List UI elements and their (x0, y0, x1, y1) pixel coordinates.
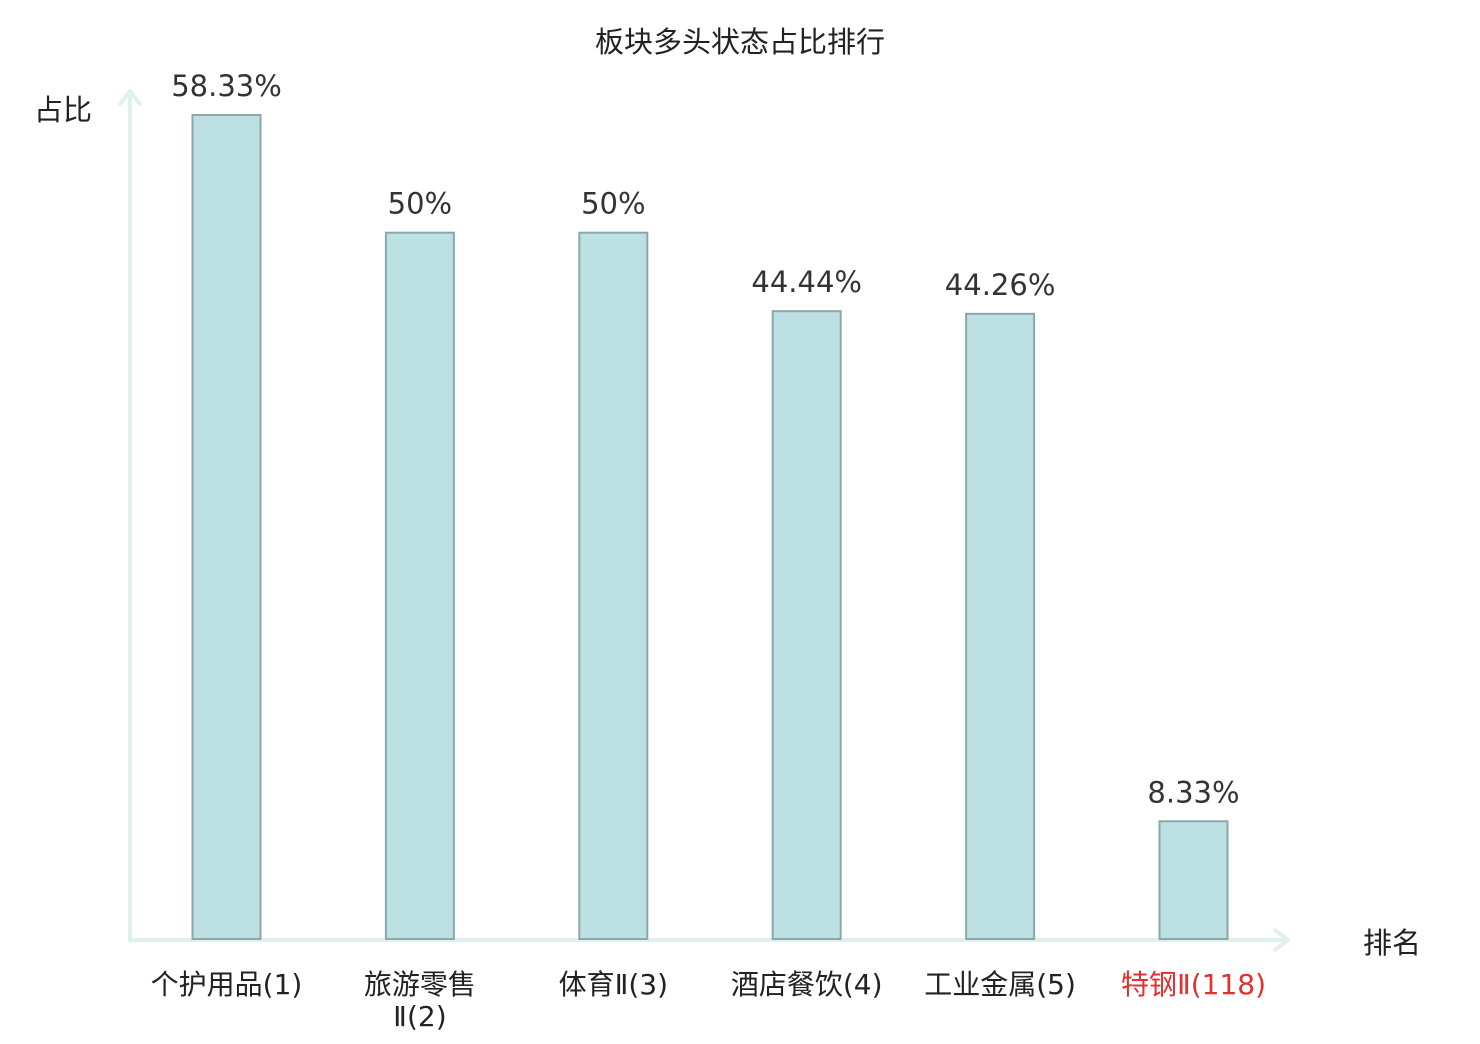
category-label: 特钢Ⅱ(118) (1121, 968, 1266, 1001)
category-label: 工业金属(5) (924, 968, 1076, 1001)
chart-title: 板块多头状态占比排行 (595, 25, 885, 59)
bar (191, 114, 262, 940)
axes (118, 89, 1290, 952)
bar (965, 312, 1036, 940)
value-label: 50% (388, 187, 452, 221)
y-axis-label: 占比 (34, 93, 92, 127)
x-axis-arrow (1273, 928, 1290, 952)
category-label: 个护用品(1) (151, 968, 303, 1001)
bar (1158, 820, 1229, 940)
value-label: 8.33% (1147, 775, 1239, 809)
bar (578, 231, 649, 940)
value-label: 58.33% (171, 69, 282, 103)
category-label: 体育Ⅱ(3) (559, 968, 668, 1001)
value-label: 50% (581, 187, 645, 221)
category-label: 酒店餐饮(4) (731, 968, 883, 1001)
bar (384, 231, 455, 940)
bar (771, 310, 842, 940)
category-label: 旅游零售 (364, 968, 476, 1001)
category-label: Ⅱ(2) (393, 1000, 446, 1033)
y-axis-arrow (118, 89, 142, 106)
value-label: 44.44% (751, 265, 862, 299)
bars-group (191, 114, 1229, 940)
value-label: 44.26% (945, 268, 1056, 302)
x-axis-label: 排名 (1363, 926, 1421, 960)
value-labels-group: 58.33% 50% 50% 44.44% 44.26% 8.33% (171, 69, 1239, 809)
